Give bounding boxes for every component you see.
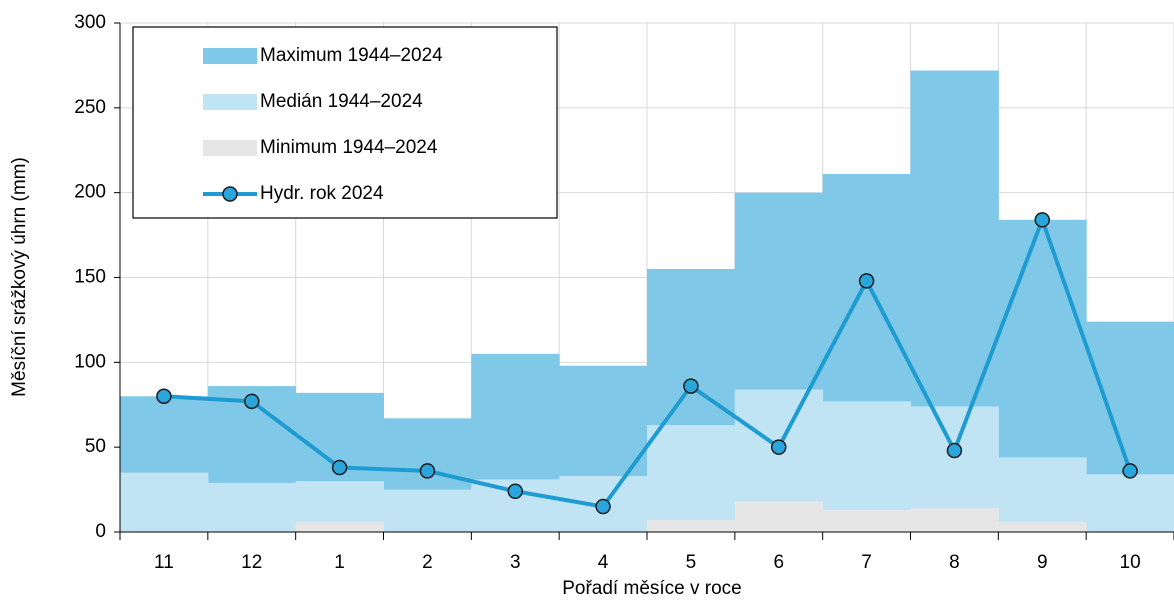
legend-layer: Maximum 1944–2024 Medián 1944–2024 Minimum… xyxy=(132,26,558,219)
x-tick-label: 4 xyxy=(598,552,609,573)
x-tick-label: 1 xyxy=(334,552,345,573)
bar xyxy=(734,501,824,532)
bar xyxy=(998,457,1087,532)
point xyxy=(771,439,787,455)
bar xyxy=(295,521,384,532)
point xyxy=(419,463,436,479)
x-tick-label: 2 xyxy=(422,552,433,573)
bar xyxy=(1086,474,1174,532)
point xyxy=(595,498,611,515)
x-tick-label: 12 xyxy=(241,552,262,573)
point xyxy=(1034,212,1050,228)
bars-layer xyxy=(120,70,1174,533)
legend-label: Minimum 1944–2024 xyxy=(260,137,438,158)
bar xyxy=(383,489,472,532)
point xyxy=(946,442,963,459)
point xyxy=(683,378,699,394)
point xyxy=(244,393,260,410)
x-tick-label: 11 xyxy=(154,552,174,573)
y-tick-label: 150 xyxy=(74,267,106,288)
x-tick-label: 10 xyxy=(1120,552,1141,573)
x-tick-label: 7 xyxy=(861,552,872,573)
legend-label: Maximum 1944–2024 xyxy=(260,45,443,66)
legend-swatch xyxy=(203,48,257,64)
bar xyxy=(822,509,911,532)
y-axis-label: Měsíční srážkový úhrn (mm) xyxy=(9,157,30,397)
x-tick-label: 8 xyxy=(949,552,960,573)
y-tick-label: 100 xyxy=(74,351,106,372)
x-tick-label: 9 xyxy=(1037,552,1048,573)
bar xyxy=(647,520,736,532)
legend-label: Medián 1944–2024 xyxy=(260,91,423,112)
line xyxy=(163,213,1132,509)
y-tick-label: 250 xyxy=(74,97,106,118)
legend-swatch xyxy=(203,94,257,110)
y-tick-label: 300 xyxy=(74,12,106,33)
y-tick-label: 50 xyxy=(85,436,106,457)
x-axis-label: Pořadí měsíce v roce xyxy=(562,578,742,599)
legend-marker xyxy=(222,186,238,202)
bar xyxy=(647,425,736,532)
bar xyxy=(120,472,209,532)
line-layer xyxy=(156,212,1138,515)
point xyxy=(507,483,523,500)
point xyxy=(858,273,875,289)
legend-label: Hydr. rok 2024 xyxy=(260,183,384,204)
x-tick-label: 3 xyxy=(510,552,521,573)
y-tick-label: 0 xyxy=(95,521,106,542)
point xyxy=(156,388,172,405)
point xyxy=(331,459,348,476)
bar xyxy=(910,508,999,532)
bar xyxy=(207,482,297,532)
x-tick-label: 5 xyxy=(686,552,697,573)
legend-swatch xyxy=(203,140,257,156)
bar xyxy=(998,521,1087,532)
x-tick-label: 6 xyxy=(773,552,784,573)
y-tick-label: 200 xyxy=(74,182,106,203)
point xyxy=(1122,463,1138,479)
